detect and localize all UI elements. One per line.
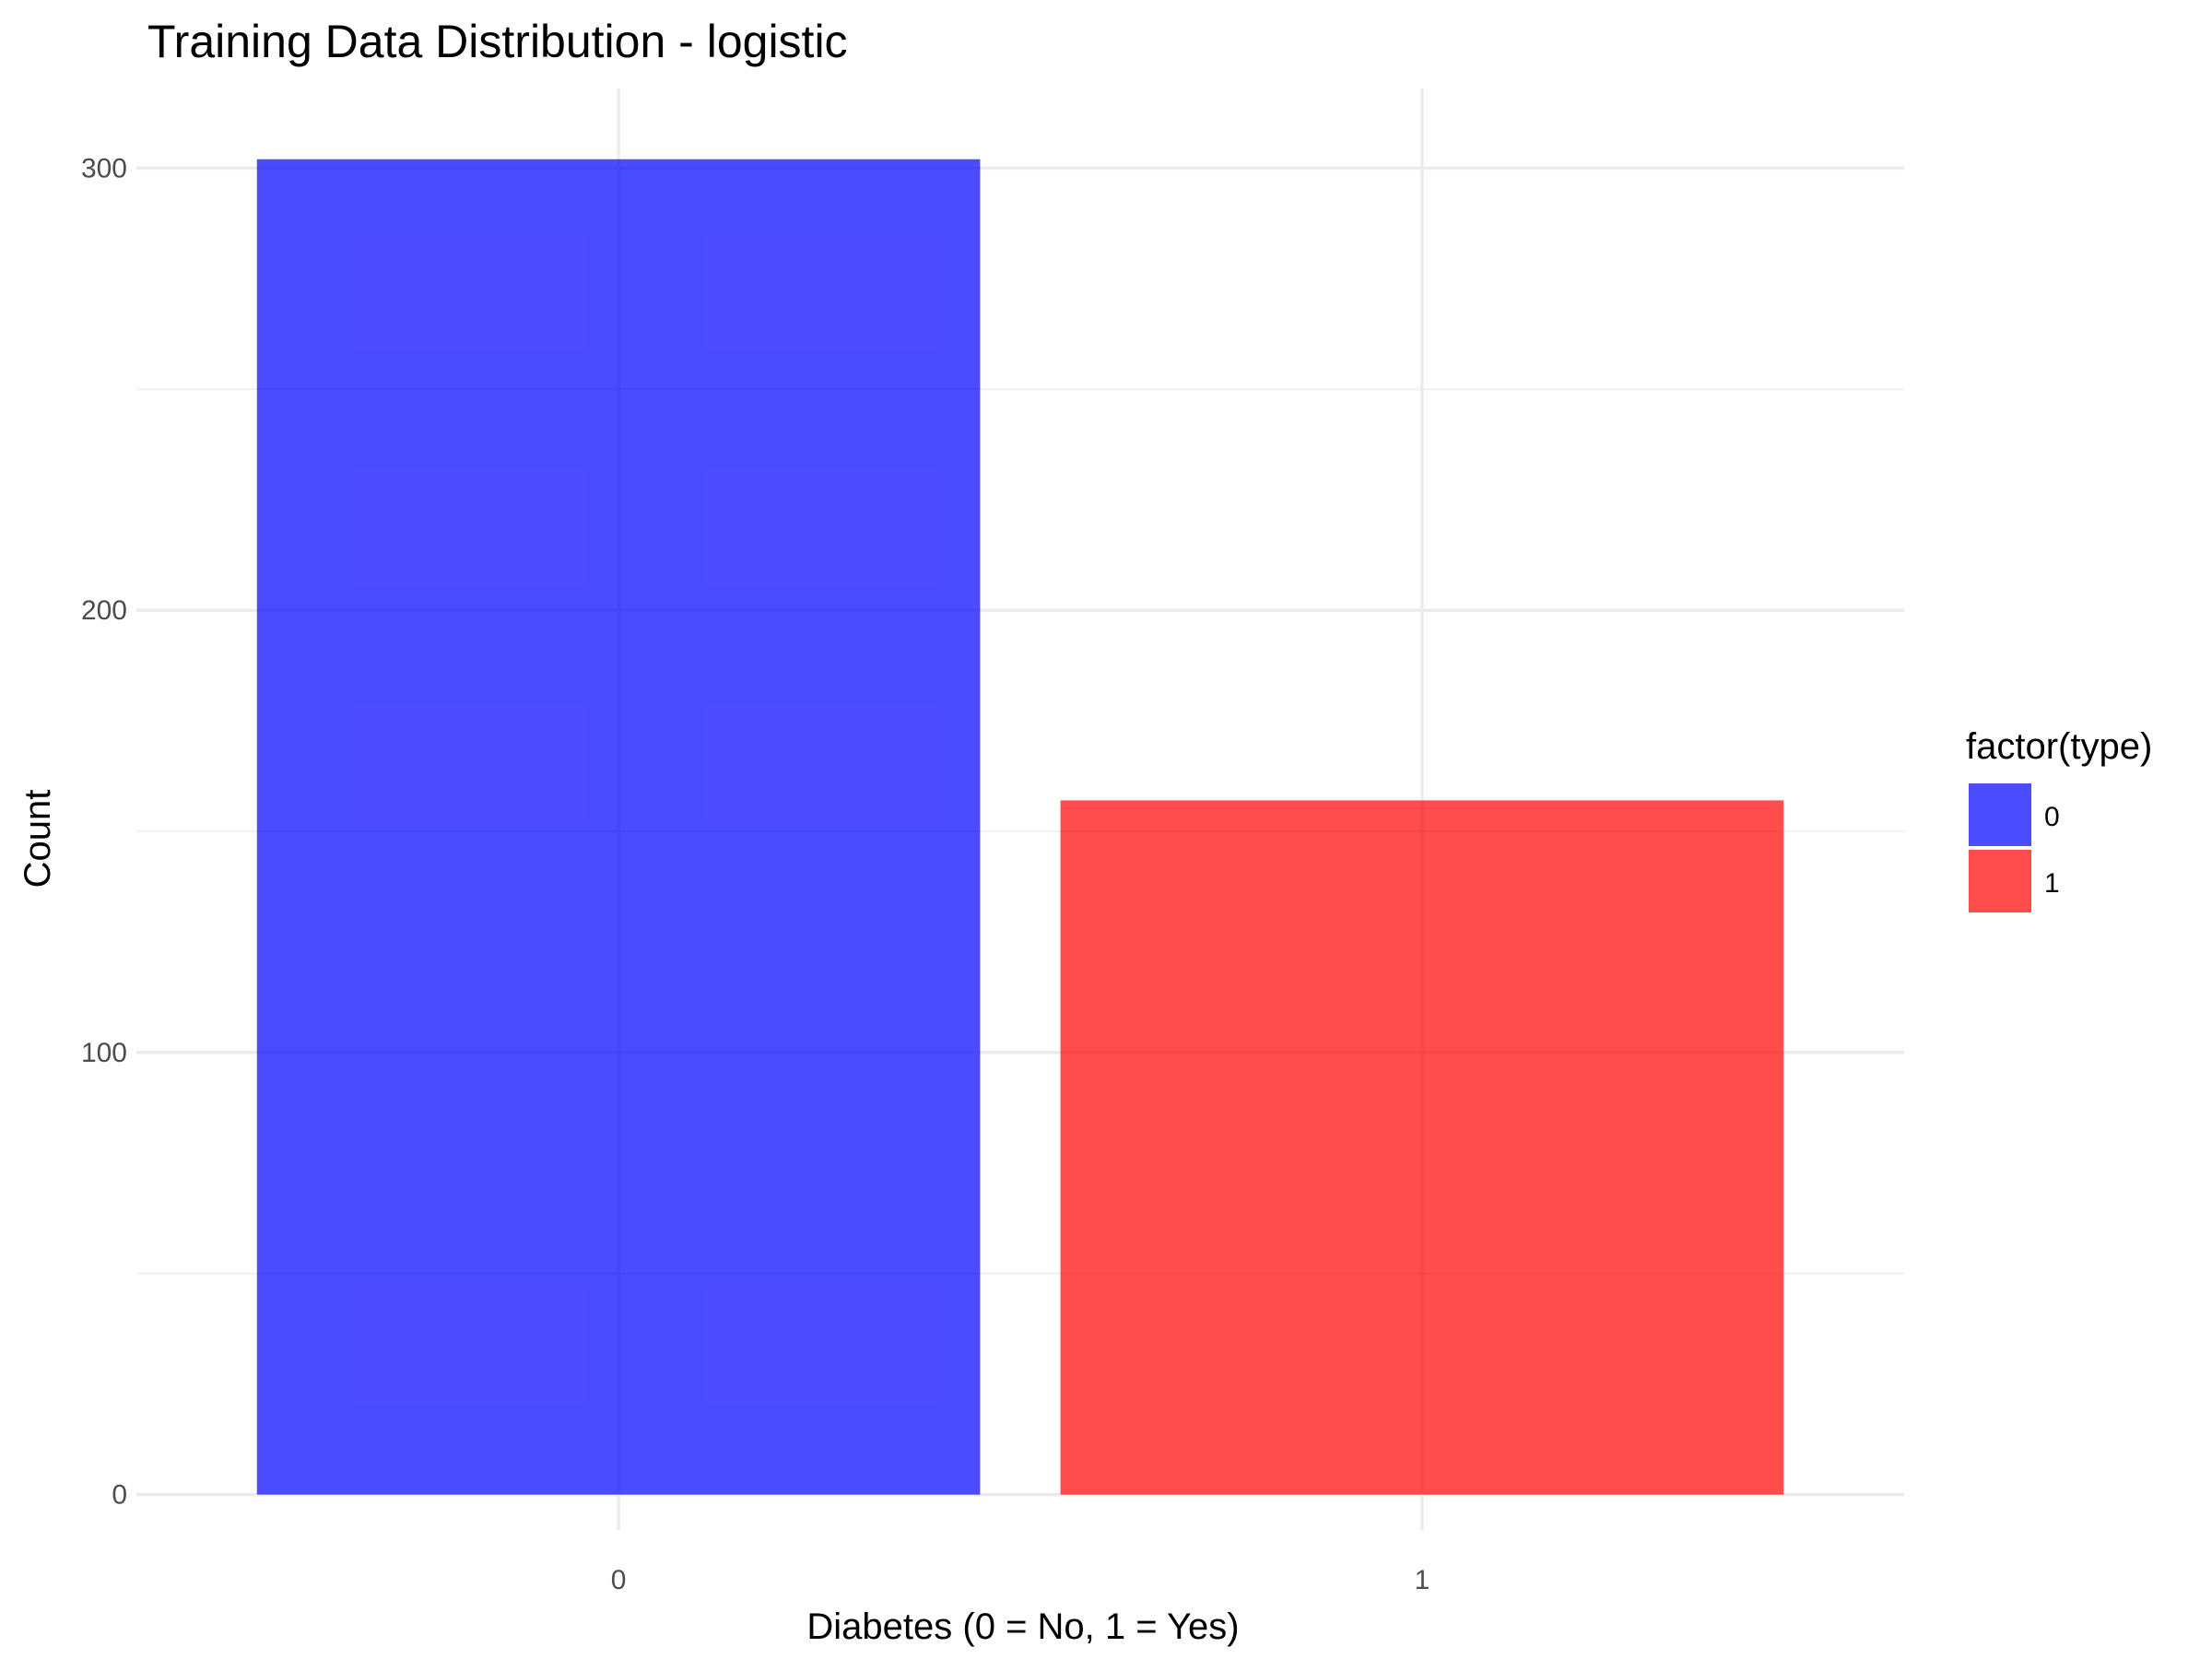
legend: factor(type) 0 1 bbox=[1966, 726, 2152, 912]
legend-title: factor(type) bbox=[1966, 726, 2152, 767]
y-tick-label: 100 bbox=[81, 1038, 127, 1068]
bar-1 bbox=[1060, 800, 1784, 1495]
x-tick-label: 1 bbox=[1415, 1565, 1430, 1595]
x-tick-label: 0 bbox=[611, 1565, 627, 1595]
legend-swatch-1 bbox=[1969, 850, 2031, 912]
legend-label-0: 0 bbox=[2044, 802, 2060, 832]
bars bbox=[256, 159, 1784, 1495]
x-axis-title: Diabetes (0 = No, 1 = Yes) bbox=[806, 1606, 1239, 1647]
bar-0 bbox=[256, 159, 981, 1495]
y-axis-title: Count bbox=[18, 790, 58, 888]
y-tick-label: 0 bbox=[112, 1480, 127, 1511]
legend-swatch-0 bbox=[1969, 783, 2031, 846]
y-axis-ticks: 0 100 200 300 bbox=[81, 153, 127, 1510]
y-tick-label: 200 bbox=[81, 595, 127, 626]
legend-item-0: 0 bbox=[1969, 783, 2060, 846]
y-tick-label: 300 bbox=[81, 153, 127, 183]
legend-label-1: 1 bbox=[2044, 868, 2060, 899]
legend-item-1: 1 bbox=[1969, 850, 2060, 912]
chart-title: Training Data Distribution - logistic bbox=[147, 16, 848, 67]
